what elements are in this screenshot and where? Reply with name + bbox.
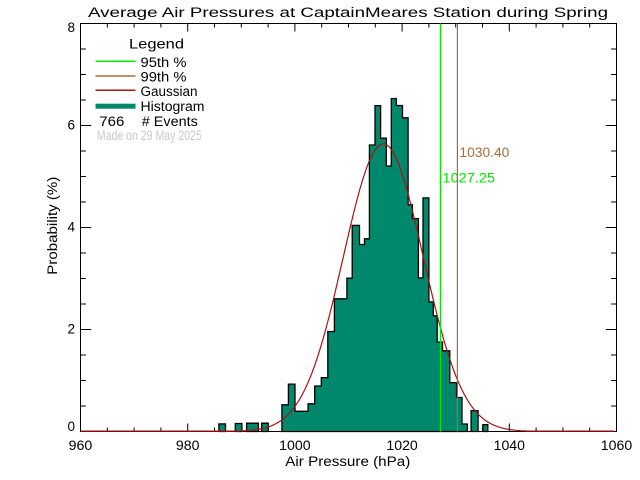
svg-text:960: 960 (69, 438, 93, 453)
svg-text:1000: 1000 (279, 438, 310, 453)
svg-text:95th %: 95th % (141, 55, 187, 70)
svg-text:Probability (%): Probability (%) (45, 177, 60, 275)
svg-text:1027.25: 1027.25 (443, 171, 496, 186)
svg-text:Air Pressure (hPa): Air Pressure (hPa) (285, 454, 410, 469)
svg-text:Histogram: Histogram (141, 99, 205, 114)
svg-text:8: 8 (67, 20, 75, 35)
svg-text:Average Air Pressures at Capta: Average Air Pressures at CaptainMeares S… (88, 5, 608, 20)
svg-text:766: 766 (99, 114, 124, 129)
svg-text:Gaussian: Gaussian (141, 84, 198, 99)
svg-text:Legend: Legend (129, 37, 184, 52)
svg-text:6: 6 (67, 118, 75, 133)
svg-text:2: 2 (67, 322, 75, 337)
svg-text:1060: 1060 (601, 438, 632, 453)
svg-text:1040: 1040 (494, 438, 525, 453)
svg-text:Made on 29 May 2025: Made on 29 May 2025 (97, 128, 202, 143)
svg-text:# Events: # Events (142, 114, 198, 129)
svg-text:4: 4 (67, 220, 75, 235)
svg-text:0: 0 (67, 419, 75, 434)
svg-text:1030.40: 1030.40 (459, 145, 509, 160)
svg-text:1020: 1020 (386, 438, 417, 453)
svg-text:980: 980 (176, 438, 200, 453)
svg-text:99th %: 99th % (141, 70, 187, 85)
